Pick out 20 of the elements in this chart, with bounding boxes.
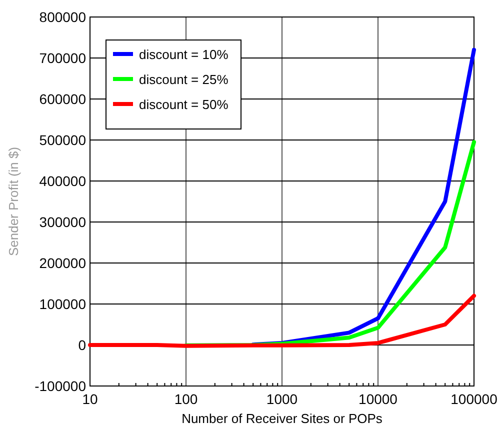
y-axis-title: Sender Profit (in $) xyxy=(6,146,21,256)
x-tick-label: 100000 xyxy=(450,391,498,407)
y-tick-label: 400000 xyxy=(39,173,86,189)
y-tick-label: 100000 xyxy=(39,296,86,312)
legend-label: discount = 10% xyxy=(139,47,229,62)
legend-label: discount = 25% xyxy=(139,72,229,87)
y-tick-label: 300000 xyxy=(39,214,86,230)
x-tick-label: 10000 xyxy=(358,391,398,407)
y-tick-label: 500000 xyxy=(39,132,86,148)
x-axis-title: Number of Receiver Sites or POPs xyxy=(182,411,383,426)
y-tick-label: -100000 xyxy=(34,378,86,394)
y-tick-label: 200000 xyxy=(39,255,86,271)
y-tick-label: 600000 xyxy=(39,91,86,107)
y-tick-label: 700000 xyxy=(39,50,86,66)
x-tick-label: 1000 xyxy=(266,391,298,407)
x-tick-label: 10 xyxy=(82,391,98,407)
legend-label: discount = 50% xyxy=(139,97,229,112)
y-tick-label: 800000 xyxy=(39,9,86,25)
y-tick-label: 0 xyxy=(78,337,86,353)
x-tick-label: 100 xyxy=(174,391,198,407)
